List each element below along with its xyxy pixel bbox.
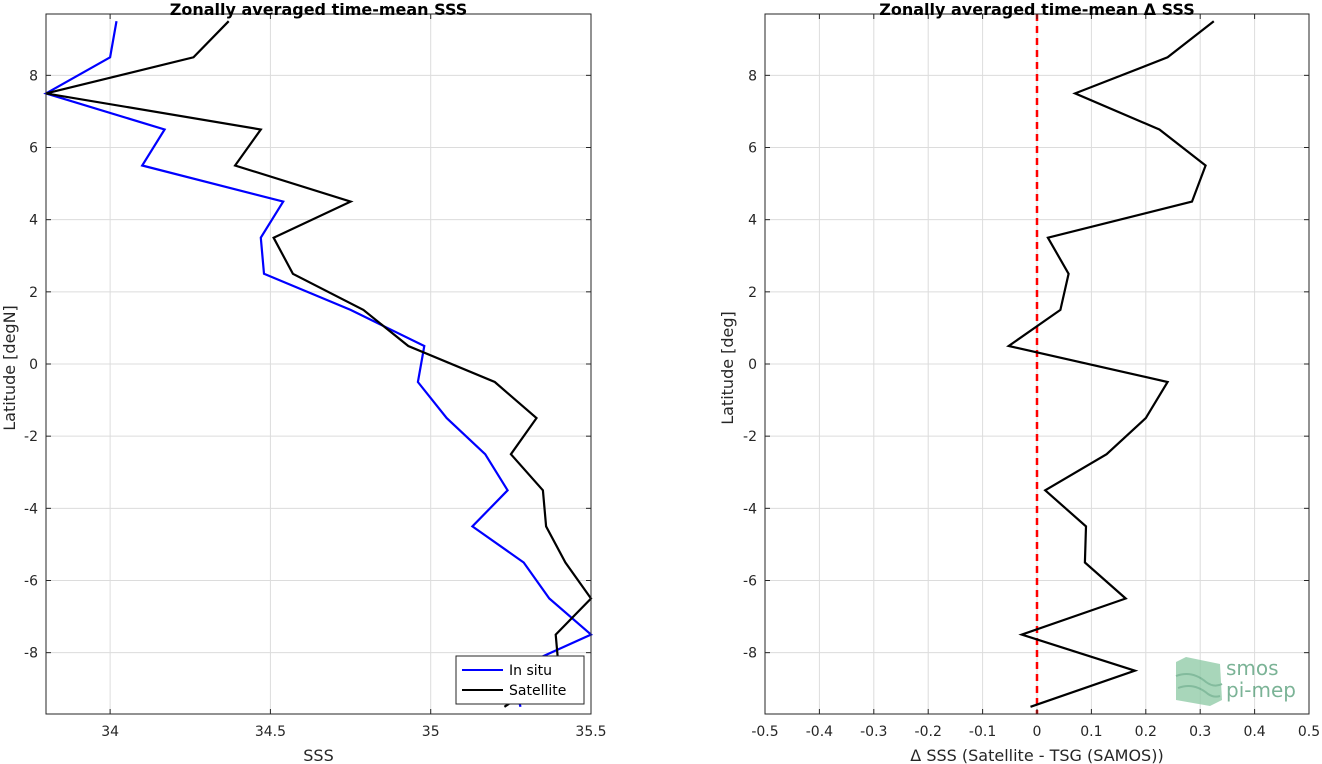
x-tick-label: -0.5 — [751, 724, 778, 740]
logo-wave-2-icon — [1177, 685, 1221, 698]
series-line-delta-sss — [1006, 20, 1215, 708]
x-tick-label: -0.1 — [969, 724, 996, 740]
legend-sss: In situ Satellite — [455, 655, 585, 705]
y-tick-label: 2 — [748, 285, 757, 301]
x-tick-label: 35.5 — [575, 724, 606, 740]
chart-title-delta-sss: Zonally averaged time-mean Δ SSS — [879, 0, 1195, 19]
y-tick-label: 2 — [29, 285, 38, 301]
x-tick-label: 35 — [422, 724, 440, 740]
x-tick-label: 0.1 — [1080, 724, 1102, 740]
smos-pi-mep-logo: smos pi-mep — [1175, 656, 1296, 706]
series-line-in-situ — [43, 21, 594, 708]
y-axis-label-delta-sss: Latitude [deg] — [718, 311, 737, 425]
x-tick-label: 34.5 — [255, 724, 286, 740]
chart-title-sss: Zonally averaged time-mean SSS — [170, 0, 468, 19]
series-line-satellite — [45, 20, 593, 708]
logo-text-pi-mep: pi-mep — [1226, 678, 1296, 702]
x-tick-label: 0.5 — [1298, 724, 1320, 740]
y-tick-label: 4 — [748, 213, 757, 229]
legend-label-satellite: Satellite — [509, 683, 566, 699]
y-tick-label: 6 — [748, 141, 757, 157]
x-tick-label: -0.2 — [915, 724, 942, 740]
ticks-delta-sss: -0.5 -0.4 -0.3 -0.2 -0.1 0 0.1 0.2 0.3 0.4 0.5 -8 -6… — [743, 14, 1320, 740]
x-tick-label: 0.3 — [1189, 724, 1211, 740]
y-tick-label: -4 — [743, 501, 757, 517]
y-tick-label: 4 — [29, 213, 38, 229]
x-tick-label: 0 — [1033, 724, 1042, 740]
logo-text-smos: smos — [1226, 656, 1279, 680]
y-tick-label: -8 — [743, 646, 757, 662]
y-tick-label: -6 — [743, 573, 757, 589]
y-tick-label: -4 — [24, 501, 38, 517]
y-tick-label: 8 — [748, 68, 757, 84]
y-tick-label: -6 — [24, 573, 38, 589]
series-group-delta-sss — [1006, 20, 1215, 708]
y-tick-label: -2 — [24, 429, 38, 445]
grid-sss — [46, 14, 592, 714]
y-tick-label: -8 — [24, 646, 38, 662]
logo-mark-icon — [1176, 657, 1222, 706]
y-tick-label: 6 — [29, 141, 38, 157]
y-axis-label-sss: Latitude [degN] — [0, 305, 19, 431]
chart-delta-sss: -0.5 -0.4 -0.3 -0.2 -0.1 0 0.1 0.2 0.3 0.4 0.5 -8 -6… — [718, 0, 1320, 764]
chart-sss: 34 34.5 35 35.5 -8 -6 -4 -2 0 2 4 6 8 Zonally averag… — [0, 0, 607, 764]
y-tick-label: 0 — [748, 357, 757, 373]
y-tick-label: 8 — [29, 68, 38, 84]
x-tick-label: -0.3 — [860, 724, 887, 740]
logo-wave-icon — [1175, 673, 1223, 687]
y-tick-label: 0 — [29, 357, 38, 373]
x-axis-label-delta-sss: Δ SSS (Satellite - TSG (SAMOS)) — [910, 746, 1163, 764]
x-tick-label: 0.4 — [1243, 724, 1265, 740]
legend-box — [455, 655, 585, 705]
legend-label-in-situ: In situ — [509, 663, 552, 679]
series-group-sss — [43, 20, 594, 708]
x-tick-label: 0.2 — [1135, 724, 1157, 740]
y-tick-label: -2 — [743, 429, 757, 445]
x-axis-label-sss: SSS — [303, 746, 333, 764]
x-tick-label: 34 — [101, 724, 119, 740]
ticks-sss: 34 34.5 35 35.5 -8 -6 -4 -2 0 2 4 6 8 — [24, 14, 607, 740]
x-tick-label: -0.4 — [806, 724, 833, 740]
